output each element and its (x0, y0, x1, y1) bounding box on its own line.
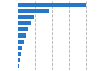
Bar (18, 58, 20, 62)
Bar (18, 27, 28, 31)
Bar (18, 52, 21, 56)
Bar (18, 40, 24, 44)
Bar (18, 34, 26, 37)
Bar (18, 21, 31, 25)
Bar (18, 9, 49, 13)
Bar (18, 64, 19, 69)
Bar (18, 2, 86, 7)
Bar (18, 46, 22, 50)
Bar (18, 15, 34, 19)
